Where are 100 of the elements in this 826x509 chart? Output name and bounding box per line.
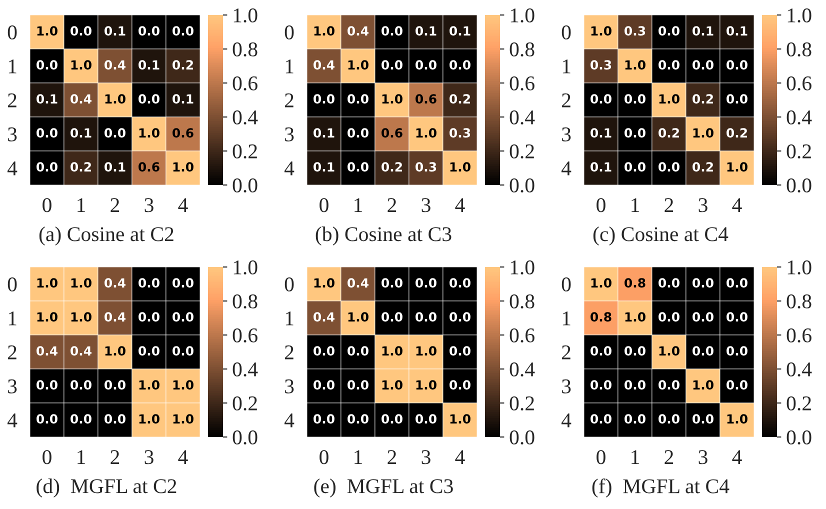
color-bar-label: 0.4 bbox=[232, 362, 258, 377]
y-tick-label: 0 bbox=[562, 25, 571, 40]
data-label: 0.0 bbox=[314, 414, 334, 424]
data-label: 1.0 bbox=[71, 278, 92, 288]
data-label: 0.0 bbox=[138, 346, 160, 356]
x-tick-label: 3 bbox=[422, 198, 430, 212]
color-bar-label: 0.4 bbox=[786, 362, 812, 377]
data-label: 0.0 bbox=[590, 94, 612, 104]
color-bar-label: 0.6 bbox=[510, 76, 534, 91]
data-label: 0.0 bbox=[624, 346, 646, 356]
data-label: 1.0 bbox=[37, 312, 58, 322]
color-bar-label: 1.0 bbox=[234, 8, 258, 23]
data-label: 0.1 bbox=[590, 162, 612, 172]
x-tick-label: 1 bbox=[78, 450, 85, 464]
data-label: 1.0 bbox=[727, 414, 748, 424]
data-label: 0.0 bbox=[348, 94, 368, 104]
data-label: 0.0 bbox=[692, 278, 714, 288]
data-label: 1.0 bbox=[348, 312, 368, 322]
data-label: 1.0 bbox=[382, 380, 402, 390]
data-label: 0.0 bbox=[658, 312, 680, 322]
y-tick-label: 3 bbox=[562, 379, 571, 394]
data-label: 0.0 bbox=[450, 278, 470, 288]
y-tick-label: 2 bbox=[285, 345, 294, 360]
data-label: 0.3 bbox=[450, 128, 470, 138]
x-tick-label: 0 bbox=[596, 450, 606, 464]
data-label: 0.6 bbox=[382, 128, 402, 138]
data-label: 0.0 bbox=[450, 380, 470, 390]
data-label: 0.1 bbox=[450, 26, 470, 36]
data-label: 0.0 bbox=[138, 94, 160, 104]
x-tick-label: 4 bbox=[732, 198, 742, 212]
data-label: 0.0 bbox=[416, 414, 436, 424]
data-label: 1.0 bbox=[659, 346, 680, 356]
x-tick-label: 1 bbox=[354, 450, 362, 464]
color-bar-label: 0.4 bbox=[510, 362, 535, 377]
data-label: 1.0 bbox=[416, 380, 436, 390]
data-label: 1.0 bbox=[625, 312, 646, 322]
data-label: 0.6 bbox=[416, 94, 436, 104]
data-label: 0.6 bbox=[138, 162, 160, 172]
x-tick-label: 0 bbox=[320, 450, 328, 464]
x-tick-label: 4 bbox=[178, 450, 188, 464]
data-label: 0.0 bbox=[36, 60, 58, 70]
data-label: 0.1 bbox=[314, 128, 334, 138]
x-tick-label: 0 bbox=[42, 450, 52, 464]
y-tick-label: 4 bbox=[7, 162, 18, 176]
y-tick-label: 1 bbox=[562, 59, 570, 74]
color-bar-label: 0.0 bbox=[232, 178, 258, 193]
color-bar-label: 0.0 bbox=[786, 430, 812, 445]
color-bar-label: 0.0 bbox=[232, 430, 258, 445]
x-tick-label: 1 bbox=[632, 198, 639, 212]
data-label: 0.0 bbox=[624, 162, 646, 172]
data-label: 0.0 bbox=[658, 380, 680, 390]
data-label: 0.2 bbox=[450, 94, 470, 104]
data-label: 1.0 bbox=[382, 94, 402, 104]
x-tick-label: 2 bbox=[664, 450, 674, 464]
data-label: 0.0 bbox=[172, 346, 194, 356]
data-label: 1.0 bbox=[416, 128, 436, 138]
text: (b) Cosine at C3 bbox=[316, 226, 452, 246]
x-tick-label: 1 bbox=[78, 198, 85, 212]
data-label: 0.2 bbox=[172, 60, 193, 70]
color-bar-label: 0.0 bbox=[510, 178, 534, 193]
data-label: 0.2 bbox=[382, 162, 402, 172]
y-tick-label: 1 bbox=[8, 59, 16, 74]
x-tick-label: 3 bbox=[144, 198, 154, 212]
data-label: 1.0 bbox=[591, 26, 612, 36]
color-bar-label: 0.2 bbox=[232, 396, 257, 411]
data-label: 0.4 bbox=[314, 60, 334, 70]
y-tick-label: 1 bbox=[286, 59, 294, 74]
y-tick-label: 4 bbox=[561, 414, 572, 428]
data-label: 0.1 bbox=[138, 60, 160, 70]
data-label: 1.0 bbox=[105, 94, 126, 104]
data-label: 0.0 bbox=[658, 60, 680, 70]
data-label: 0.0 bbox=[138, 312, 160, 322]
data-label: 0.0 bbox=[314, 380, 334, 390]
data-label: 1.0 bbox=[37, 26, 58, 36]
data-label: 1.0 bbox=[139, 414, 160, 424]
x-tick-label: 2 bbox=[110, 450, 120, 464]
y-tick-label: 0 bbox=[8, 277, 17, 292]
text: (c) Cosine at C4 bbox=[593, 226, 728, 246]
data-label: 0.4 bbox=[104, 312, 126, 322]
data-label: 0.0 bbox=[70, 414, 92, 424]
data-label: 0.0 bbox=[726, 312, 748, 322]
data-label: 0.4 bbox=[36, 346, 58, 356]
data-label: 0.3 bbox=[416, 162, 436, 172]
color-bar-label: 1.0 bbox=[788, 260, 812, 275]
x-tick-label: 0 bbox=[320, 198, 328, 212]
data-label: 0.0 bbox=[104, 414, 126, 424]
data-label: 0.4 bbox=[104, 60, 126, 70]
data-label: 1.0 bbox=[382, 346, 402, 356]
data-label: 1.0 bbox=[693, 128, 714, 138]
data-label: 0.1 bbox=[726, 26, 748, 36]
data-label: 1.0 bbox=[173, 414, 194, 424]
data-label: 0.0 bbox=[382, 414, 402, 424]
x-tick-label: 1 bbox=[632, 450, 639, 464]
data-label: 0.0 bbox=[104, 380, 126, 390]
y-tick-label: 2 bbox=[562, 345, 570, 360]
data-label: 0.0 bbox=[692, 414, 714, 424]
color-bar-label: 0.6 bbox=[510, 328, 534, 343]
x-tick-label: 2 bbox=[388, 450, 396, 464]
data-label: 0.0 bbox=[692, 312, 714, 322]
data-label: 0.0 bbox=[36, 380, 58, 390]
